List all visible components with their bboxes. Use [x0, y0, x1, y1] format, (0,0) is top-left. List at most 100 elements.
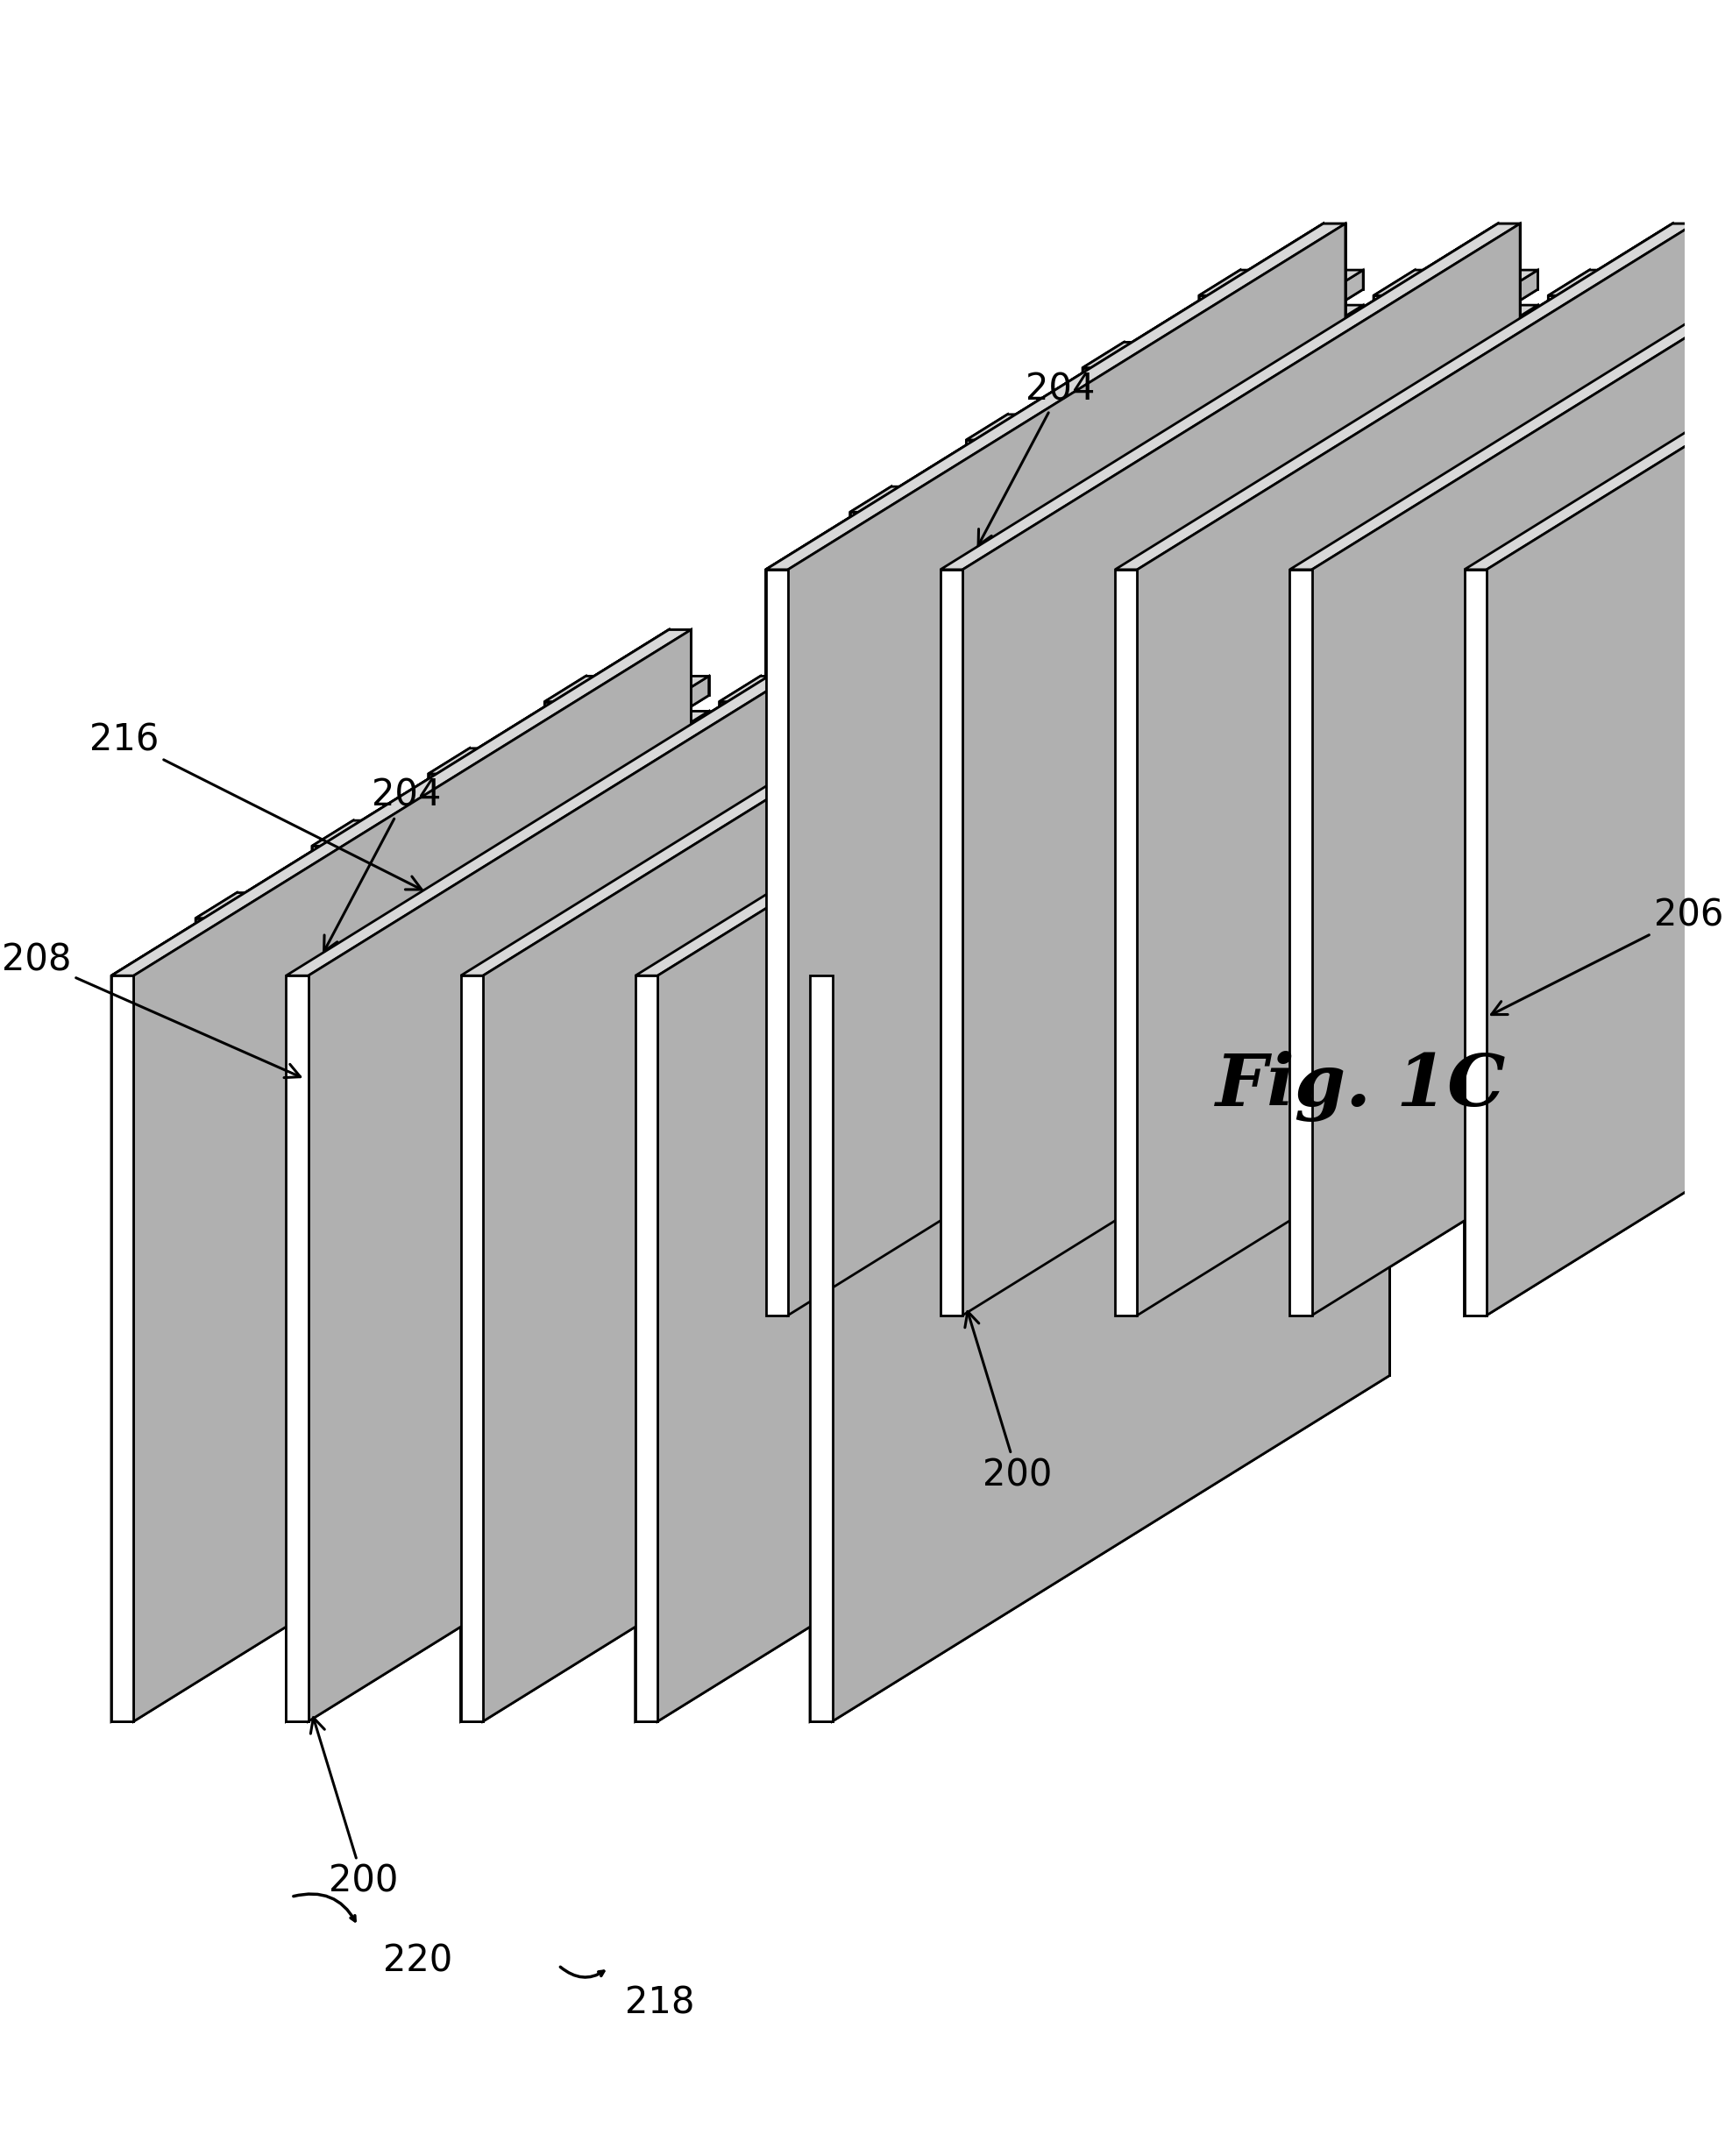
Polygon shape	[1373, 837, 1414, 882]
Polygon shape	[545, 1376, 709, 1401]
Polygon shape	[312, 1171, 354, 1216]
Polygon shape	[1589, 438, 1713, 457]
Polygon shape	[661, 987, 702, 1033]
Polygon shape	[850, 1056, 1014, 1082]
Polygon shape	[900, 748, 942, 793]
Polygon shape	[811, 903, 909, 921]
Polygon shape	[1465, 511, 1487, 541]
Polygon shape	[876, 987, 1000, 1007]
Polygon shape	[1447, 295, 1487, 310]
Polygon shape	[719, 869, 842, 888]
Polygon shape	[1116, 1011, 1147, 1050]
Polygon shape	[480, 940, 502, 970]
Polygon shape	[1389, 440, 1428, 455]
Polygon shape	[894, 1246, 935, 1369]
Polygon shape	[811, 1253, 878, 1272]
Polygon shape	[1425, 310, 1487, 326]
Polygon shape	[228, 1583, 297, 1602]
Polygon shape	[354, 856, 476, 953]
Polygon shape	[1490, 800, 1532, 923]
Polygon shape	[1532, 582, 1654, 599]
Polygon shape	[654, 787, 693, 804]
Polygon shape	[1199, 306, 1363, 330]
Polygon shape	[1406, 774, 1504, 793]
Polygon shape	[428, 1283, 469, 1328]
Polygon shape	[247, 934, 309, 949]
Polygon shape	[1465, 496, 1532, 515]
Polygon shape	[545, 953, 668, 1050]
Polygon shape	[1523, 569, 1621, 589]
Polygon shape	[486, 856, 650, 882]
Polygon shape	[1523, 716, 1621, 735]
Polygon shape	[1101, 977, 1132, 1015]
Polygon shape	[1018, 877, 1057, 1000]
Polygon shape	[1132, 977, 1201, 996]
Polygon shape	[894, 1063, 1057, 1087]
Polygon shape	[726, 914, 768, 959]
Polygon shape	[1549, 438, 1713, 461]
Polygon shape	[195, 1270, 319, 1289]
Polygon shape	[1358, 414, 1480, 433]
Polygon shape	[1425, 647, 1487, 660]
Polygon shape	[1066, 522, 1189, 619]
Polygon shape	[609, 821, 650, 865]
Polygon shape	[1473, 692, 1596, 711]
Polygon shape	[869, 1121, 968, 1141]
Polygon shape	[586, 1246, 709, 1343]
Polygon shape	[1308, 903, 1332, 931]
Polygon shape	[1437, 621, 1506, 640]
Polygon shape	[1673, 224, 1694, 970]
Polygon shape	[876, 856, 1000, 953]
Polygon shape	[926, 1365, 994, 1384]
Polygon shape	[966, 968, 1130, 994]
Polygon shape	[1030, 550, 1097, 569]
Polygon shape	[1199, 837, 1240, 882]
Polygon shape	[228, 1048, 328, 1065]
Polygon shape	[404, 1378, 502, 1397]
Polygon shape	[371, 893, 535, 918]
Polygon shape	[1484, 535, 1546, 548]
Polygon shape	[1549, 830, 1672, 849]
Polygon shape	[837, 1119, 1000, 1145]
Polygon shape	[578, 1563, 676, 1583]
Polygon shape	[428, 1319, 592, 1343]
Polygon shape	[112, 630, 669, 1720]
Polygon shape	[1140, 414, 1306, 440]
Polygon shape	[1083, 569, 1206, 666]
Polygon shape	[502, 1309, 542, 1324]
Polygon shape	[1025, 679, 1147, 699]
Polygon shape	[1182, 414, 1306, 433]
Polygon shape	[1414, 522, 1539, 619]
Polygon shape	[668, 1427, 709, 1473]
Polygon shape	[693, 1121, 794, 1141]
Polygon shape	[1263, 571, 1330, 591]
Polygon shape	[1018, 791, 1040, 819]
Polygon shape	[247, 1283, 286, 1298]
Polygon shape	[319, 1427, 361, 1473]
Polygon shape	[1432, 377, 1596, 403]
Polygon shape	[1523, 1104, 1621, 1123]
Polygon shape	[850, 673, 1014, 699]
Polygon shape	[1599, 845, 1661, 860]
Polygon shape	[952, 934, 1116, 959]
Polygon shape	[1068, 877, 1233, 903]
Polygon shape	[1606, 877, 1647, 923]
Polygon shape	[1199, 938, 1363, 962]
Polygon shape	[661, 1207, 702, 1328]
Polygon shape	[1232, 791, 1254, 819]
Polygon shape	[1582, 425, 1680, 444]
Polygon shape	[1380, 543, 1421, 666]
Polygon shape	[1263, 789, 1330, 806]
Polygon shape	[661, 1356, 826, 1382]
Polygon shape	[1147, 653, 1189, 699]
Polygon shape	[1018, 791, 1080, 804]
Polygon shape	[609, 1345, 676, 1365]
Polygon shape	[1199, 655, 1240, 778]
Polygon shape	[999, 1104, 1066, 1123]
Polygon shape	[1290, 862, 1313, 893]
Polygon shape	[850, 688, 892, 811]
Polygon shape	[828, 1141, 890, 1153]
Polygon shape	[778, 880, 942, 906]
Polygon shape	[519, 1509, 586, 1529]
Polygon shape	[1723, 841, 1725, 962]
